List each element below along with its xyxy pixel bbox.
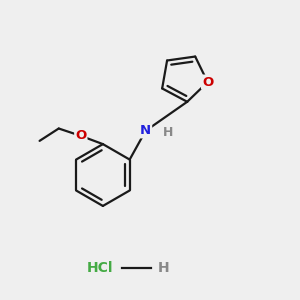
Text: N: N (140, 124, 151, 137)
Text: HCl: HCl (87, 261, 113, 275)
Text: H: H (158, 261, 169, 275)
Text: O: O (75, 129, 86, 142)
Text: O: O (202, 76, 213, 88)
Text: H: H (163, 126, 173, 139)
